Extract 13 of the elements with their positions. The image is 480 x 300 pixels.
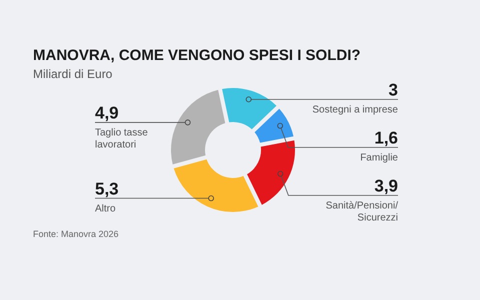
slice-label: Sostegni a imprese: [312, 104, 398, 116]
source-note: Fonte: Manovra 2026: [33, 229, 119, 239]
slice-label: Famiglie: [360, 152, 398, 164]
data-label: 5,3: [95, 179, 119, 198]
data-label: 1,6: [374, 128, 398, 148]
data-label: 4,9: [95, 103, 119, 122]
slice-label: Altro: [95, 203, 116, 214]
data-label: 3: [388, 80, 398, 100]
slice-label: Sanità/Pensioni/Sicurezzi: [326, 200, 398, 224]
data-label: 3,9: [374, 176, 398, 196]
slice-label: Taglio tasse lavoratori: [95, 127, 148, 150]
chart-subtitle: Miliardi di Euro: [33, 67, 113, 81]
chart-title: MANOVRA, COME VENGONO SPESI I SOLDI?: [33, 47, 361, 64]
